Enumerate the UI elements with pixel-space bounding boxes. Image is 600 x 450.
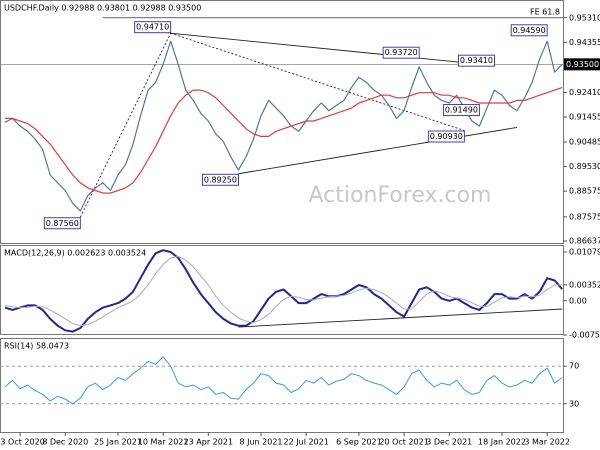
trendline [170,32,495,67]
x-tick-label: 23 Oct 2020 [0,438,45,447]
panel-title: MACD(12,26,9) 0.002623 0.003524 [4,249,146,258]
y-tick-label: 0.88575 [569,187,600,196]
reference-label: FE 61.8 [530,7,560,16]
annotation-box [201,173,239,186]
series-line [4,356,563,405]
y-tick-label: 0.91455 [569,112,600,121]
y-tick-label: 30 [569,399,579,408]
x-tick-label: 20 Oct 2021 [379,438,428,447]
trendline [238,126,518,175]
y-tick-label: 0.89530 [569,162,600,171]
y-tick-label: 0.86637 [569,237,600,246]
y-tick-label: 70 [569,362,579,371]
x-tick-label: 18 Jan 2022 [478,438,526,447]
y-tick-label: 0.94355 [569,38,600,47]
annotation-label: 0.93720 [385,48,418,57]
x-tick-label: 3 Mar 2022 [524,438,570,447]
x-tick-label: 25 Jan 2021 [94,438,142,447]
x-tick-label: 22 Jul 2021 [284,438,329,447]
y-tick-label: 0.90485 [569,137,600,146]
annotation-label: 0.90930 [430,132,463,141]
trendline [170,32,465,131]
annotation-label: 0.91490 [445,106,478,115]
y-tick-label: 0.92410 [569,88,600,97]
annotation-label: 0.89250 [204,175,237,184]
annotation-box [427,130,465,143]
annotation-box [43,217,81,230]
series-line [5,86,563,194]
annotation-label: 0.93410 [460,56,493,65]
y-tick-label: 0.00 [569,296,587,305]
annotation-box [510,24,548,37]
series-line [4,249,563,333]
x-tick-label: 3 Dec 2021 [426,438,472,447]
price-panel [0,0,564,244]
trendline [238,308,563,328]
macd-panel [0,245,564,335]
y-tick-label: 0.003524 [569,280,600,289]
annotation-box [134,21,172,34]
y-tick-label: -0.007548 [569,331,600,340]
panel-title: USDCHF.Daily 0.92988 0.93801 0.92988 0.9… [4,4,201,13]
x-tick-label: 8 Dec 2020 [42,438,88,447]
series-line [4,256,563,327]
annotation-box [442,104,480,117]
watermark: ActionForex.com [309,183,492,208]
y-tick-label: 0.95310 [569,13,600,22]
panel-title: RSI(14) 58.0473 [4,342,69,351]
series-line [4,40,563,212]
last-price-box [564,58,600,71]
y-tick-label: 0.87575 [569,212,600,221]
rsi-panel [0,338,564,433]
annotation-box [382,46,420,59]
x-tick-label: 6 Sep 2021 [336,438,382,447]
y-tick-label: 0.010797 [569,247,600,256]
last-price-label: 0.93500 [566,60,599,69]
x-tick-label: 8 Jun 2021 [239,438,282,447]
annotation-box [458,54,495,67]
annotation-label: 0.94710 [136,23,169,32]
x-tick-label: 10 Mar 2021 [138,438,189,447]
annotation-label: 0.94590 [513,26,546,35]
x-tick-label: 23 Apr 2021 [184,438,233,447]
annotation-label: 0.87560 [46,219,79,228]
